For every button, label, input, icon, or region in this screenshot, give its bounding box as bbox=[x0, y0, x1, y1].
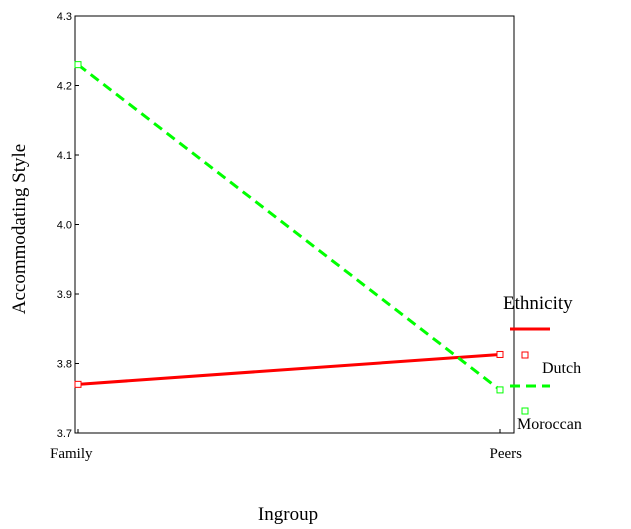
series-line-moroccan bbox=[77, 63, 501, 392]
x-tick-label: Peers bbox=[490, 446, 523, 462]
legend-label-moroccan: Moroccan bbox=[517, 416, 582, 433]
legend-items: Dutch Moroccan bbox=[510, 327, 582, 433]
data-point-dutch bbox=[74, 380, 82, 388]
y-tick-label: 4.0 bbox=[57, 220, 72, 232]
legend-label-dutch: Dutch bbox=[542, 360, 581, 377]
legend: Ethnicity Dutch Moroccan bbox=[503, 293, 582, 433]
x-tick-label: Family bbox=[50, 446, 93, 462]
y-axis: 3.7 3.8 3.9 4.0 4.1 4.2 4.3 bbox=[57, 11, 79, 440]
y-tick-label: 4.2 bbox=[57, 81, 72, 93]
x-axis: Family Peers bbox=[50, 429, 522, 462]
data-point-dutch bbox=[496, 350, 504, 358]
data-point-moroccan bbox=[496, 386, 504, 394]
data-point-moroccan bbox=[74, 61, 82, 69]
x-axis-title: Ingroup bbox=[258, 504, 318, 525]
series-line-dutch bbox=[77, 352, 501, 386]
y-tick-label: 4.3 bbox=[57, 11, 72, 23]
legend-marker-dutch bbox=[521, 351, 529, 359]
series-layer bbox=[74, 61, 504, 394]
y-tick-label: 3.9 bbox=[57, 289, 72, 301]
legend-marker-moroccan bbox=[521, 407, 529, 415]
y-tick-label: 4.1 bbox=[57, 150, 72, 162]
legend-title: Ethnicity bbox=[503, 293, 573, 314]
y-tick-label: 3.8 bbox=[57, 359, 72, 371]
y-axis-title: Accommodating Style bbox=[9, 144, 30, 314]
y-tick-label: 3.7 bbox=[57, 428, 72, 440]
